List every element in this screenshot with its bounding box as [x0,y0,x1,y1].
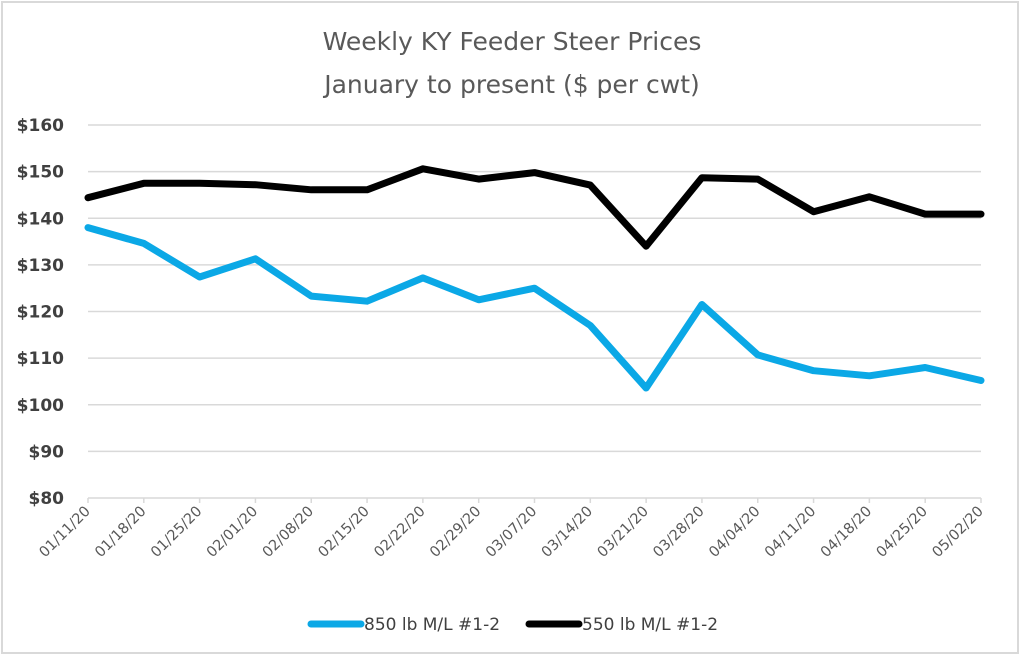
y-tick-label: $160 [17,116,64,136]
x-axis [87,497,982,503]
x-tick-label: 05/02/20 [929,504,986,561]
y-tick-label: $120 [17,303,64,323]
y-axis-tick-labels: $80 $90 $100 $110 $120 $130 $140 $150 $160 [17,116,64,509]
y-tick-label: $100 [17,396,64,416]
y-tick-label: $150 [17,163,64,183]
series-line-1 [84,224,985,392]
x-tick-label: 01/18/20 [92,504,149,561]
chart-title: Weekly KY Feeder Steer Prices [323,27,702,56]
x-tick-label: 03/21/20 [595,504,652,561]
x-tick-label: 02/22/20 [371,504,428,561]
x-tick-label: 04/25/20 [874,504,931,561]
legend-label: 550 lb M/L #1-2 [582,615,718,635]
legend-label: 850 lb M/L #1-2 [364,615,500,635]
x-tick-label: 04/18/20 [818,504,875,561]
x-tick-label: 02/15/20 [316,504,373,561]
series-line-2 [84,165,985,250]
y-tick-label: $110 [17,349,64,369]
y-tick-label: $140 [17,209,64,229]
legend: 850 lb M/L #1-2 550 lb M/L #1-2 [307,615,718,635]
x-tick-label: 02/29/20 [427,504,484,561]
x-tick-label: 02/08/20 [260,504,317,561]
x-axis-tick-labels: 01/11/2001/18/2001/25/2002/01/2002/08/20… [36,504,986,561]
x-tick-label: 04/11/20 [762,504,819,561]
chart-subtitle: January to present ($ per cwt) [322,70,700,99]
x-tick-label: 01/25/20 [148,504,205,561]
x-tick-label: 03/28/20 [650,504,707,561]
x-tick-label: 04/04/20 [706,504,763,561]
y-tick-label: $90 [29,442,65,462]
series-lines [84,165,985,392]
x-tick-label: 03/07/20 [483,504,540,561]
y-tick-label: $130 [17,256,64,276]
x-tick-label: 03/14/20 [539,504,596,561]
x-tick-label: 02/01/20 [204,504,261,561]
y-tick-label: $80 [29,489,65,509]
x-tick-label: 01/11/20 [36,504,93,561]
